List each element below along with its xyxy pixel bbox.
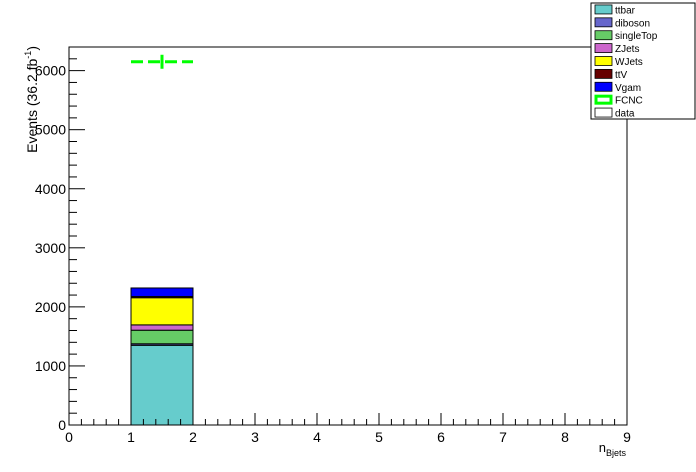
x-axis-label-sub: Bjets xyxy=(606,448,627,458)
x-tick-label: 5 xyxy=(375,429,383,445)
y-axis-label: Events (36.2 fb-1) xyxy=(23,46,40,153)
bar-segment-singletop xyxy=(130,329,194,345)
y-tick-label: 6000 xyxy=(35,63,66,79)
y-tick-label: 1000 xyxy=(35,358,66,374)
y-tick-label: 5000 xyxy=(35,122,66,138)
x-tick-label: 0 xyxy=(65,429,73,445)
legend-swatch-data xyxy=(594,107,613,118)
legend-swatch-fcnc xyxy=(594,94,613,105)
stacked-bars xyxy=(130,287,194,426)
y-tick-label: 4000 xyxy=(35,181,66,197)
legend-swatch-vgam xyxy=(594,81,613,92)
y-axis-label-close: ) xyxy=(24,46,40,51)
legend-label-fcnc: FCNC xyxy=(615,96,643,107)
x-tick-label: 7 xyxy=(499,429,507,445)
x-tick-label: 9 xyxy=(623,429,631,445)
legend-label-zjets: ZJets xyxy=(615,44,639,55)
legend-swatch-wjets xyxy=(594,56,613,66)
y-axis-label-main: Events (36.2 fb xyxy=(24,58,40,152)
x-tick-label: 1 xyxy=(127,429,135,445)
bar-segment-zjets xyxy=(130,324,194,331)
legend: ttbar diboson singleTop ZJets WJets ttV Vgam FC… xyxy=(590,2,696,120)
legend-label-data: data xyxy=(615,109,635,120)
legend-label-ttv: ttV xyxy=(615,70,628,81)
x-tick-label: 3 xyxy=(251,429,259,445)
bar-segment-ttbar xyxy=(130,344,194,426)
y-axis-label-sup: -1 xyxy=(23,51,33,59)
x-tick-label: 4 xyxy=(313,429,321,445)
legend-label-wjets: WJets xyxy=(615,57,643,68)
legend-swatch-diboson xyxy=(594,17,613,28)
legend-swatch-ttv xyxy=(594,68,613,79)
y-axis: 0 1000 2000 3000 4000 5000 6000 xyxy=(35,46,85,433)
x-tick-label: 2 xyxy=(189,429,197,445)
legend-label-vgam: Vgam xyxy=(615,83,641,94)
x-tick-label: 6 xyxy=(437,429,445,445)
y-tick-label: 2000 xyxy=(35,299,66,315)
x-axis-label: nBjets xyxy=(599,440,627,458)
legend-label-diboson: diboson xyxy=(615,18,650,29)
legend-swatch-ttbar xyxy=(594,4,613,15)
legend-swatch-zjets xyxy=(594,43,613,54)
legend-label-ttbar: ttbar xyxy=(615,5,636,16)
bar-segment-vgam xyxy=(130,287,194,298)
y-tick-label: 3000 xyxy=(35,240,66,256)
x-axis: 0 1 2 3 4 5 6 7 8 9 xyxy=(65,413,631,445)
bar-segment-wjets xyxy=(130,297,194,326)
legend-swatch-singletop xyxy=(594,30,613,41)
legend-label-singletop: singleTop xyxy=(615,31,658,42)
fcnc-overlay xyxy=(131,54,193,69)
x-axis-label-main: n xyxy=(599,440,606,455)
x-tick-label: 8 xyxy=(561,429,569,445)
y-tick-label: 0 xyxy=(58,417,66,433)
